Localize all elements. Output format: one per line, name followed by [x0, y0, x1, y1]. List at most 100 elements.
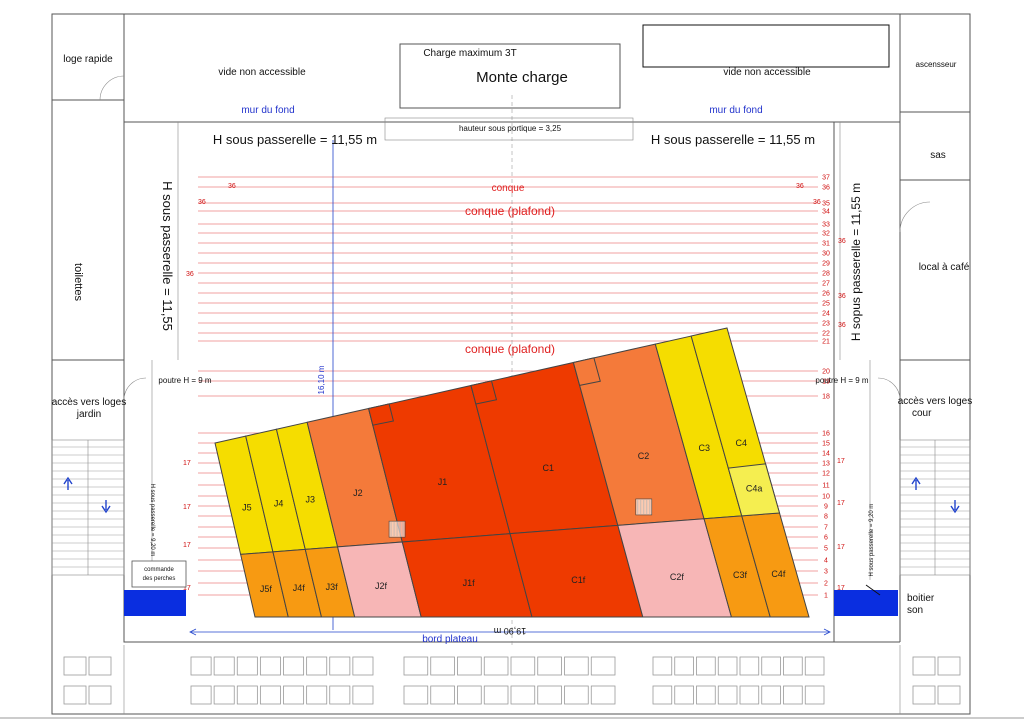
blue-block-left	[124, 590, 186, 616]
audience-seat	[783, 685, 803, 705]
audience-seat	[717, 685, 738, 705]
zone-label-c1: C1	[543, 463, 555, 473]
audience-seat	[696, 656, 716, 676]
empty-label-box	[642, 24, 890, 68]
perche-number: 22	[822, 331, 830, 338]
mark-36: 36	[838, 293, 846, 300]
acces-jardin-line2: jardin	[76, 409, 101, 420]
mark-36: 36	[796, 183, 804, 190]
audience-seat	[912, 685, 936, 705]
stairs-right	[899, 439, 971, 576]
perche-number: 7	[824, 525, 828, 532]
perche-number: 4	[824, 558, 828, 565]
mark-17: 17	[837, 585, 845, 592]
zone-label-j2f: J2f	[375, 581, 388, 591]
width-dimension-arrows	[189, 628, 831, 636]
audience-seat	[739, 656, 760, 676]
audience-seat	[403, 656, 429, 676]
mark-36: 36	[838, 322, 846, 329]
perche-number: 18	[822, 394, 830, 401]
audience-seat	[739, 685, 760, 705]
perche-number: 32	[822, 231, 830, 238]
depth-dimension: 16,10 m	[317, 365, 326, 394]
zone-notch	[470, 380, 498, 405]
audience-seat	[564, 685, 589, 705]
perche-number: 35	[822, 201, 830, 208]
perche-number: 5	[824, 546, 828, 553]
room-sas: sas	[930, 150, 946, 161]
audience-seat	[63, 656, 87, 676]
perche-number: 24	[822, 311, 830, 318]
h-passerelle-left: H sous passerelle = 11,55 m	[213, 132, 377, 147]
audience-seat	[652, 685, 673, 705]
audience-seat	[761, 656, 781, 676]
perche-number: 8	[824, 514, 828, 521]
poutre-left: poutre H = 9 m	[158, 376, 211, 385]
mark-17: 17	[837, 458, 845, 465]
zone-label-j4: J4	[274, 498, 284, 508]
audience-seat	[283, 685, 305, 705]
mark-36: 36	[813, 199, 821, 206]
zone-label-j1: J1	[438, 477, 448, 487]
zone-notch	[572, 357, 601, 386]
audience-seat	[236, 656, 258, 676]
monte-charge-title: Monte charge	[476, 69, 568, 86]
perche-numbers: 3736353433323130292827262524232221201918…	[822, 175, 830, 600]
h-small-right: H sous passerelle = 9,20 m	[869, 504, 875, 577]
zone-label-j1f: J1f	[463, 578, 476, 588]
door-swing-cafe	[899, 201, 931, 233]
width-dimension: 19,90 m	[494, 626, 527, 636]
mur-du-fond-left: mur du fond	[241, 105, 294, 116]
zone-map: J5 J4 J3 J2 J1 C1 C2 C3 C4 C4a J5f J4f J3f J2f J1f C1f C…	[214, 327, 810, 618]
audience-seat	[259, 656, 281, 676]
perche-number: 9	[824, 504, 828, 511]
mark-17: 17	[183, 460, 191, 467]
audience-seat	[329, 656, 351, 676]
audience-seat	[329, 685, 351, 705]
door-swing-right	[877, 377, 901, 401]
audience-seat	[430, 685, 455, 705]
zone-label-j3f: J3f	[326, 582, 339, 592]
audience-seat	[696, 685, 716, 705]
h-passerelle-vertical-right: H sopus passerelle = 11,55 m	[849, 183, 863, 341]
hauteur-portique: hauteur sous portique = 3,25	[459, 124, 562, 133]
perche-number: 6	[824, 535, 828, 542]
audience-seat	[190, 656, 212, 676]
audience-seat	[236, 685, 258, 705]
acces-cour-line1: accès vers loges	[898, 396, 972, 407]
perche-number: 14	[822, 451, 830, 458]
mark-17: 17	[183, 542, 191, 549]
audience-seat	[937, 656, 961, 676]
audience-seat	[804, 685, 825, 705]
h-passerelle-right: H sous passerelle = 11,55 m	[651, 132, 815, 147]
audience-seat	[564, 656, 589, 676]
room-local-cafe: local à café	[919, 262, 970, 273]
zone-c4a	[727, 463, 781, 517]
audience-seat	[674, 685, 694, 705]
h-small-left: H sous passerelle = 9,20 m	[149, 484, 155, 557]
zone-label-j4f: J4f	[293, 583, 306, 593]
audience-seat	[510, 685, 536, 705]
room-vide-right: vide non accessible	[723, 67, 811, 78]
audience-seat	[403, 685, 429, 705]
audience-seat	[483, 685, 509, 705]
boitier-pointer	[865, 584, 881, 596]
audience-seat	[937, 685, 961, 705]
zone-label-c3f: C3f	[733, 570, 748, 580]
zone-label-c1f: C1f	[571, 575, 586, 585]
stairs-left	[51, 439, 125, 576]
audience-seat	[213, 656, 235, 676]
perche-number: 25	[822, 301, 830, 308]
audience-seat	[213, 685, 235, 705]
perche-number: 37	[822, 175, 830, 182]
room-loge-rapide: loge rapide	[63, 54, 113, 65]
zone-label-c2: C2	[638, 451, 650, 461]
boitier-line1: boitier	[907, 593, 935, 604]
audience-seat	[590, 685, 616, 705]
audience-seat	[352, 656, 374, 676]
perche-number: 12	[822, 471, 830, 478]
audience-seat	[761, 685, 781, 705]
perche-number: 11	[822, 483, 829, 490]
zone-j1f	[401, 533, 533, 618]
